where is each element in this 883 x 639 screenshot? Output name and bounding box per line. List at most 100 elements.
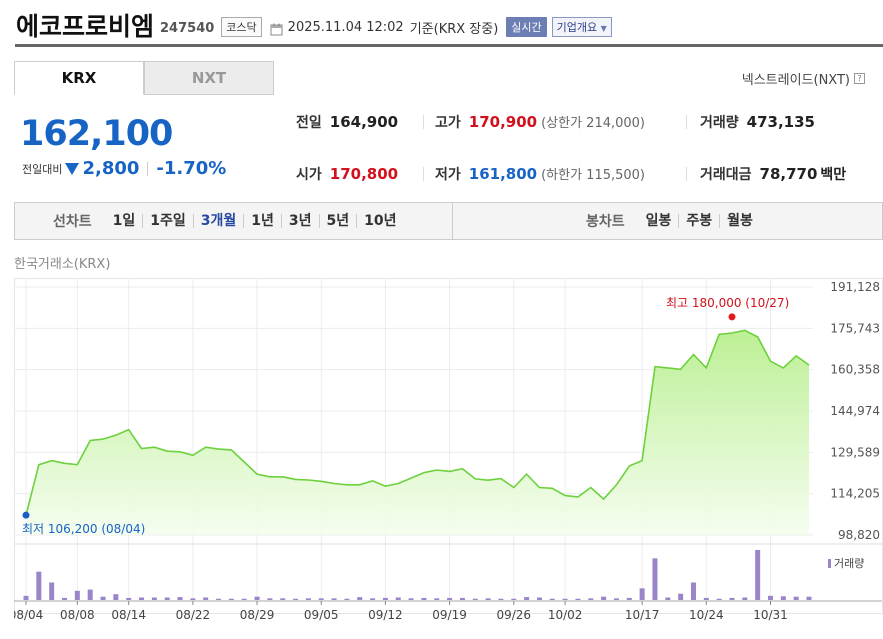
volume-legend-label: 거래량 (834, 557, 864, 570)
prev-close: 전일 164,900 (296, 112, 398, 132)
help-icon[interactable]: ? (854, 73, 865, 84)
tab-nxt[interactable]: NXT (144, 61, 274, 95)
period-1d[interactable]: 1일 (112, 213, 136, 229)
volume-bar (305, 598, 311, 600)
volume-bar (767, 595, 773, 600)
period-1y[interactable]: 1년 (243, 214, 281, 228)
period-1w[interactable]: 1주일 (142, 214, 193, 228)
divider (423, 167, 424, 181)
volume-bar (216, 598, 222, 600)
volume-bar (485, 598, 491, 600)
period-3y[interactable]: 3년 (280, 214, 319, 228)
volume-bar (459, 597, 465, 600)
price-line (25, 329, 810, 516)
x-tick-label: 09/26 (496, 608, 531, 622)
open-value: 170,800 (329, 165, 399, 183)
volume: 거래량 473,135 (700, 112, 815, 132)
divider (147, 161, 149, 176)
max-price-label: 최고 180,000 (10/27) (666, 296, 789, 310)
candle-chart-periods: 봉차트 일봉 주봉 월봉 (453, 203, 882, 239)
volume-bar (729, 597, 735, 600)
volume-bar (549, 598, 555, 600)
x-tick-label: 10/24 (689, 608, 724, 622)
lower-limit: (하한가 115,500) (541, 168, 646, 183)
divider (423, 115, 424, 129)
min-price-label: 최저 106,200 (08/04) (22, 522, 145, 536)
upper-limit: (상한가 214,000) (541, 116, 646, 131)
nextrade-label: 넥스트레이드(NXT) (741, 73, 850, 88)
volume-bar (806, 596, 812, 600)
volume-bar (62, 597, 68, 600)
volume-bar (408, 598, 414, 600)
volume-bar (241, 598, 247, 600)
volume-bar (139, 597, 145, 600)
volume-bar (524, 597, 530, 600)
open-price: 시가 170,800 (296, 164, 398, 184)
prev-close-value: 164,900 (329, 113, 399, 131)
realtime-button[interactable]: 실시간 (506, 17, 547, 37)
volume-bar (780, 596, 786, 600)
candle-weekly[interactable]: 주봉 (678, 214, 719, 228)
volume-bar (331, 598, 337, 600)
x-tick-label: 08/29 (240, 608, 275, 622)
volume-bar (293, 598, 299, 600)
volume-bar (793, 596, 799, 600)
volume-bar (318, 598, 324, 600)
high-value: 170,900 (468, 113, 538, 131)
volume-bar (755, 550, 761, 600)
volume-bar (382, 597, 388, 600)
x-tick-label: 09/12 (368, 608, 403, 622)
volume-bar (575, 598, 581, 600)
tab-krx[interactable]: KRX (14, 61, 144, 95)
volume-bar (562, 598, 568, 600)
low-value: 161,800 (468, 165, 538, 183)
amount-value: 78,770 (759, 165, 818, 183)
volume-bar (498, 598, 504, 600)
calendar-icon (270, 21, 283, 35)
high-label: 고가 (435, 115, 461, 131)
volume-bar (74, 590, 80, 600)
basis-text: 기준(KRX 장중) (409, 21, 499, 37)
volume-bar (434, 598, 440, 600)
volume-bar (690, 582, 696, 600)
change-label: 전일대비 (22, 162, 63, 176)
y-tick-label: 160,358 (830, 363, 880, 377)
candle-daily[interactable]: 일봉 (645, 213, 672, 229)
volume-bar (472, 598, 478, 600)
x-tick-label: 10/17 (625, 608, 660, 622)
exchange-tabs: KRX NXT (14, 61, 274, 95)
y-tick-label: 175,743 (830, 321, 880, 335)
stock-name: 에코프로비엠 (16, 12, 155, 41)
change-rate: -1.70% (156, 158, 227, 179)
volume-bar (601, 596, 607, 600)
candle-monthly[interactable]: 월봉 (719, 214, 760, 228)
volume-bar (190, 598, 196, 600)
volume-bar (395, 597, 401, 600)
volume-bar (665, 597, 671, 600)
amount-label: 거래대금 (700, 167, 752, 183)
x-tick-label: 09/19 (432, 608, 467, 622)
volume-label: 거래량 (700, 115, 739, 131)
volume-bar (742, 597, 748, 600)
low-label: 저가 (435, 167, 461, 183)
x-tick-label: 08/04 (14, 608, 43, 622)
volume-bar (126, 597, 132, 600)
period-5y[interactable]: 5년 (318, 214, 357, 228)
period-3m[interactable]: 3개월 (192, 214, 244, 228)
y-tick-label: 114,205 (830, 487, 880, 501)
period-10y[interactable]: 10년 (356, 214, 403, 228)
price-chart: 191,128 175,743 160,358 144,974 129,589 114,2… (9, 278, 883, 639)
divider (686, 167, 687, 181)
volume-bar (588, 598, 594, 600)
data-source: 한국거래소(KRX) (14, 257, 111, 272)
nextrade-link[interactable]: 넥스트레이드(NXT) ? (742, 69, 865, 88)
volume-bar (177, 597, 183, 600)
timestamp: 2025.11.04 12:02 (287, 19, 404, 35)
volume-bar (228, 598, 234, 600)
volume-bar (87, 589, 93, 600)
amount-unit: 백만 (820, 167, 847, 183)
company-overview-label: 기업개요 (556, 21, 598, 34)
market-badge: 코스닥 (221, 17, 262, 37)
company-overview-button[interactable]: 기업개요 ▼ (551, 17, 612, 37)
volume-bar (511, 598, 517, 600)
